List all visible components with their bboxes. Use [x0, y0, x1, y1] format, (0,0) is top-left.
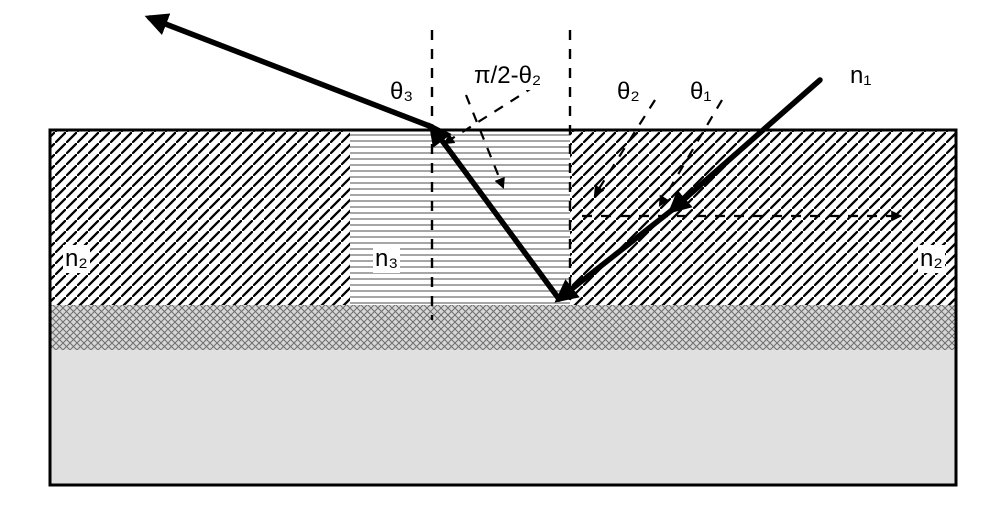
ray-segment-3 [150, 18, 432, 127]
label-pi2: π/2-θ₂ [472, 62, 543, 90]
label-theta1: θ₁ [688, 78, 713, 106]
label-n3: n₃ [373, 245, 400, 273]
label-n2-right: n₂ [918, 245, 945, 273]
buffer-layer [50, 305, 956, 350]
label-theta3: θ₃ [388, 78, 415, 106]
label-theta2: θ₂ [615, 78, 642, 106]
label-n2-left: n₂ [63, 245, 90, 273]
substrate-layer [50, 350, 956, 485]
label-n1: n₁ [848, 62, 873, 90]
region-n2-left [50, 130, 350, 305]
region-n3 [350, 130, 570, 305]
region-n2-right [570, 130, 956, 305]
